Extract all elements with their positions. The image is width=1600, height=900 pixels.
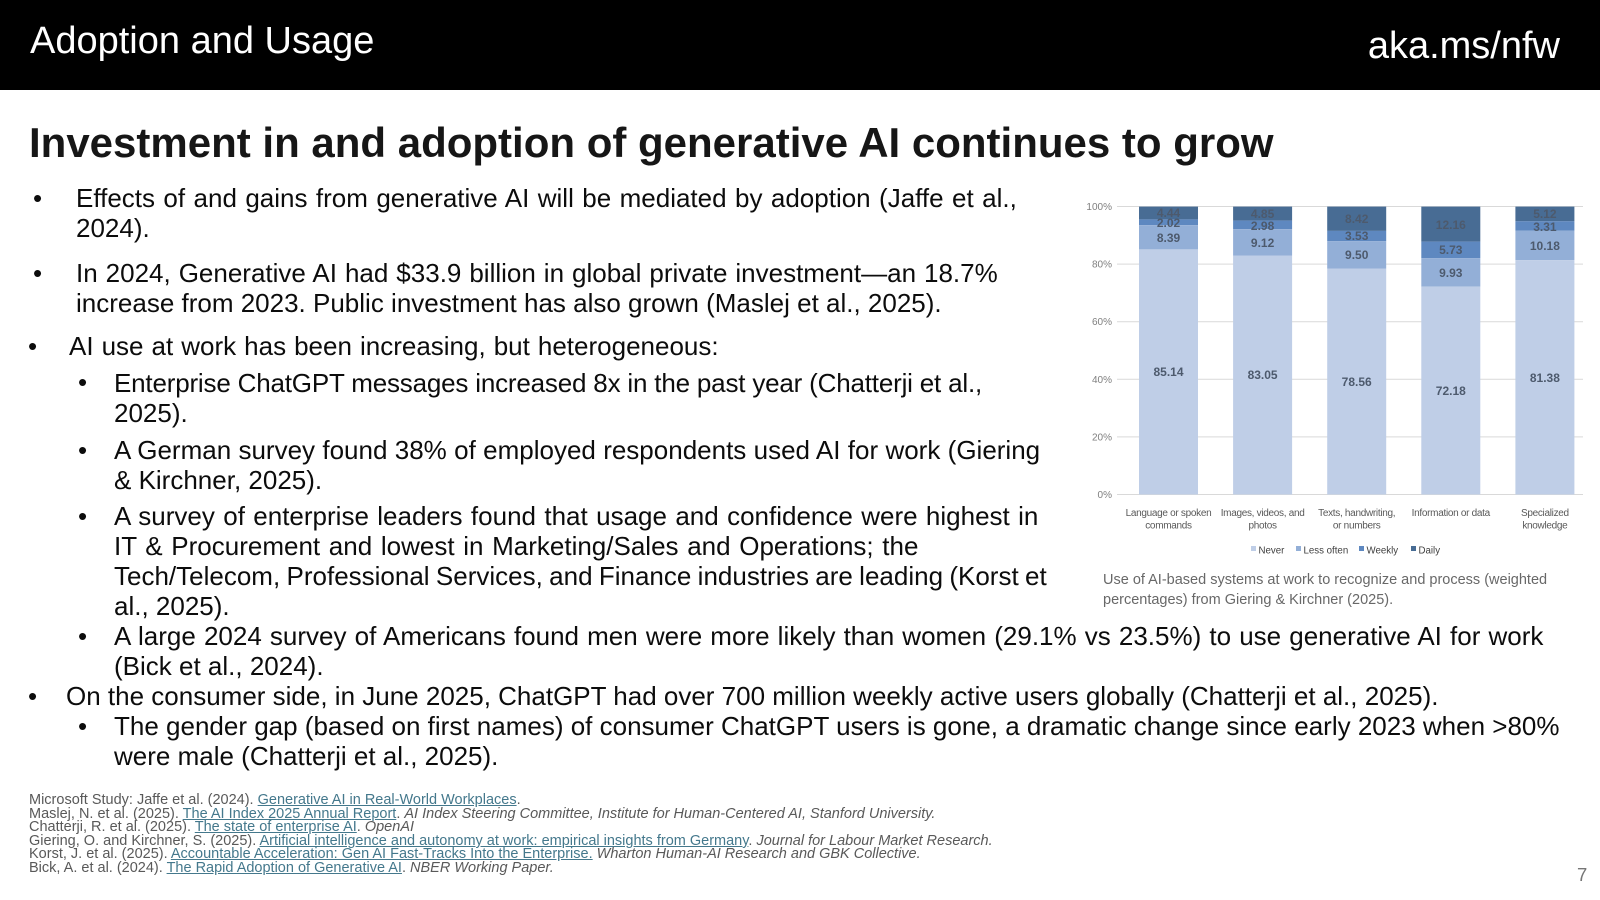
svg-text:commands: commands [1145,521,1192,532]
svg-text:9.12: 9.12 [1251,236,1275,250]
svg-text:12.16: 12.16 [1436,218,1466,232]
svg-text:9.50: 9.50 [1345,248,1369,262]
svg-text:Daily: Daily [1419,546,1441,557]
svg-text:5.73: 5.73 [1439,243,1463,257]
svg-text:8.39: 8.39 [1157,231,1181,245]
svg-text:photos: photos [1248,521,1277,532]
svg-text:85.14: 85.14 [1153,365,1183,379]
svg-text:Images, videos, and: Images, videos, and [1221,508,1305,519]
svg-text:81.38: 81.38 [1530,371,1560,385]
svg-text:Never: Never [1259,546,1286,557]
svg-text:72.18: 72.18 [1436,384,1466,398]
svg-text:2.02: 2.02 [1157,216,1181,230]
svg-text:3.31: 3.31 [1533,220,1557,234]
svg-text:60%: 60% [1092,317,1112,328]
svg-text:4.44: 4.44 [1157,206,1181,220]
svg-text:20%: 20% [1092,432,1112,443]
svg-text:Less often: Less often [1304,546,1349,557]
svg-text:Language or spoken: Language or spoken [1126,508,1212,519]
svg-text:Weekly: Weekly [1367,546,1399,557]
svg-text:40%: 40% [1092,375,1112,386]
svg-text:2.98: 2.98 [1251,219,1275,233]
svg-text:or numbers: or numbers [1333,521,1381,532]
svg-text:3.53: 3.53 [1345,229,1369,243]
svg-text:Specialized: Specialized [1521,508,1569,519]
svg-text:9.93: 9.93 [1439,266,1463,280]
svg-text:Texts, handwriting,: Texts, handwriting, [1318,508,1395,519]
svg-text:100%: 100% [1086,202,1112,213]
svg-text:0%: 0% [1098,490,1113,501]
svg-text:8.42: 8.42 [1345,212,1369,226]
svg-text:83.05: 83.05 [1248,368,1278,382]
svg-text:4.85: 4.85 [1251,207,1275,221]
svg-text:Information or data: Information or data [1412,508,1491,519]
svg-text:78.56: 78.56 [1342,375,1372,389]
svg-text:80%: 80% [1092,260,1112,271]
svg-text:5.12: 5.12 [1533,207,1557,221]
svg-text:10.18: 10.18 [1530,239,1560,253]
svg-text:knowledge: knowledge [1522,521,1568,532]
